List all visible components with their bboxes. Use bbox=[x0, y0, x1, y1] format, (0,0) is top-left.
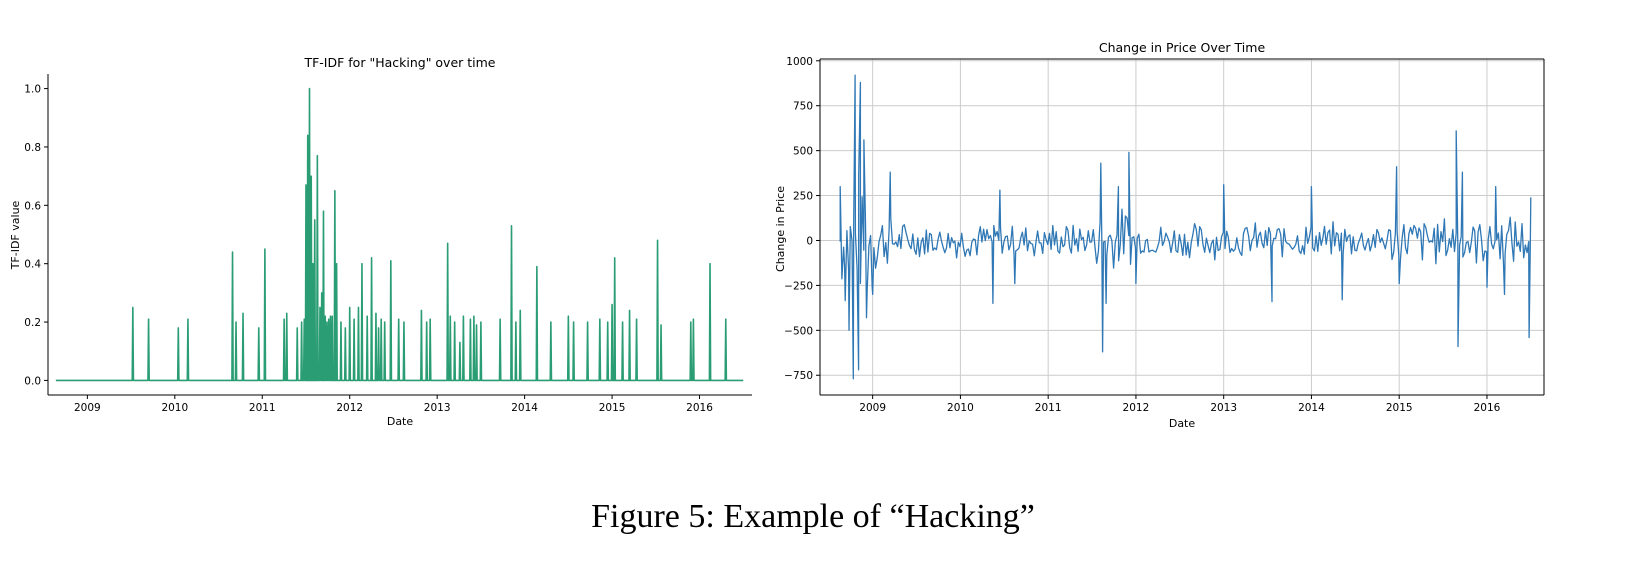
price-x-tick-label-5: 2014 bbox=[1298, 402, 1325, 414]
price-y-tick-label-2: −250 bbox=[784, 280, 813, 292]
price-y-tick-label-3: 0 bbox=[806, 235, 813, 247]
tfidf-x-tick-label-2: 2011 bbox=[249, 402, 276, 414]
price-x-tick-label-1: 2010 bbox=[947, 402, 974, 414]
price-chart-title: Change in Price Over Time bbox=[1099, 40, 1266, 55]
price-y-tick-label-1: −500 bbox=[784, 325, 813, 337]
tfidf-x-tick-label-6: 2015 bbox=[599, 402, 626, 414]
price-x-tick-label-4: 2013 bbox=[1210, 402, 1237, 414]
tfidf-y-axis-label: TF-IDF value bbox=[9, 200, 22, 270]
tfidf-x-tick-label-0: 2009 bbox=[74, 402, 101, 414]
price-y-tick-label-7: 1000 bbox=[786, 56, 813, 68]
price-change-chart: Change in Price Over Time Date Change in… bbox=[774, 40, 1545, 430]
tfidf-chart: TF-IDF for "Hacking" over time Date TF-I… bbox=[9, 55, 752, 428]
tfidf-chart-title: TF-IDF for "Hacking" over time bbox=[303, 55, 495, 70]
price-y-tick-label-5: 500 bbox=[793, 146, 813, 158]
price-y-tick-label-4: 250 bbox=[793, 191, 813, 203]
tfidf-x-tick-label-1: 2010 bbox=[161, 402, 188, 414]
tfidf-y-tick-label-3: 0.6 bbox=[24, 200, 41, 212]
price-x-tick-label-2: 2011 bbox=[1035, 402, 1062, 414]
price-x-tick-label-7: 2016 bbox=[1474, 402, 1501, 414]
price-y-tick-label-0: −750 bbox=[784, 370, 813, 382]
tfidf-y-tick-label-4: 0.8 bbox=[24, 142, 41, 154]
tfidf-y-tick-label-0: 0.0 bbox=[24, 375, 41, 387]
tfidf-x-tick-label-5: 2014 bbox=[511, 402, 538, 414]
tfidf-x-axis-label: Date bbox=[387, 415, 414, 428]
price-series-line bbox=[839, 74, 1532, 380]
price-y-tick-label-6: 750 bbox=[793, 101, 813, 113]
tfidf-x-tick-label-7: 2016 bbox=[686, 402, 713, 414]
price-x-tick-label-6: 2015 bbox=[1386, 402, 1413, 414]
tfidf-y-tick-label-1: 0.2 bbox=[24, 317, 41, 329]
tfidf-y-tick-label-5: 1.0 bbox=[24, 84, 41, 96]
figure-caption: Figure 5: Example of “Hacking” bbox=[591, 498, 1035, 535]
tfidf-x-tick-label-3: 2012 bbox=[336, 402, 363, 414]
price-x-tick-label-0: 2009 bbox=[859, 402, 886, 414]
price-x-tick-label-3: 2012 bbox=[1123, 402, 1150, 414]
tfidf-y-tick-label-2: 0.4 bbox=[24, 259, 41, 271]
tfidf-series-line bbox=[55, 87, 744, 382]
price-x-axis-label: Date bbox=[1169, 417, 1196, 430]
tfidf-x-tick-label-4: 2013 bbox=[424, 402, 451, 414]
price-y-axis-label: Change in Price bbox=[774, 186, 787, 272]
